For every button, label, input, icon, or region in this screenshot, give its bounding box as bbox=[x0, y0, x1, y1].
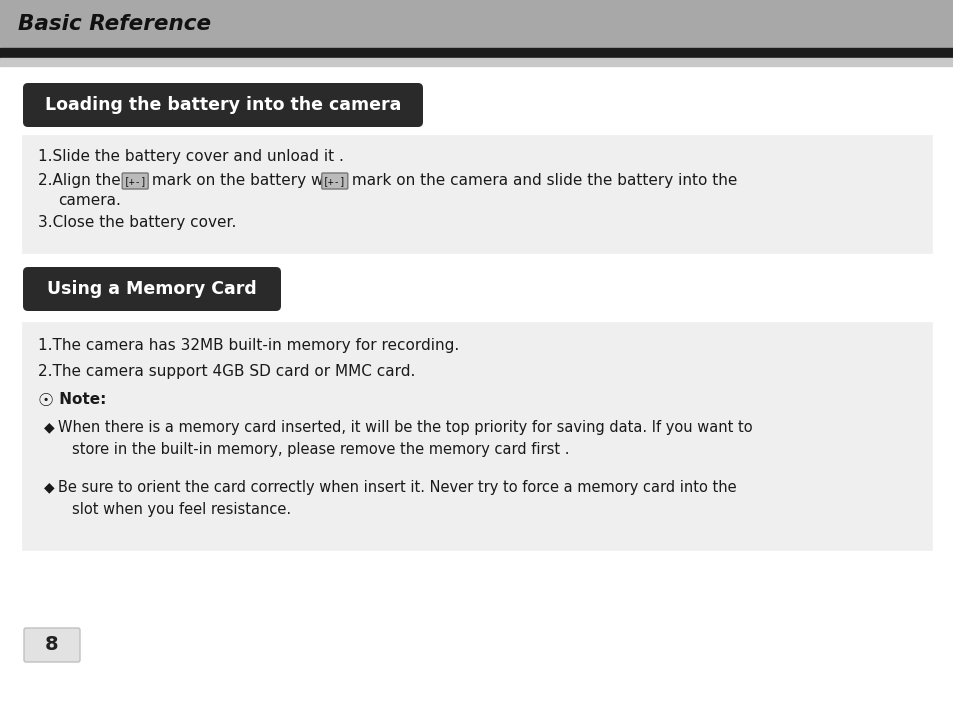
FancyBboxPatch shape bbox=[23, 83, 422, 127]
FancyBboxPatch shape bbox=[24, 628, 80, 662]
Text: 8: 8 bbox=[45, 635, 59, 654]
Text: Note:: Note: bbox=[54, 392, 107, 407]
Text: slot when you feel resistance.: slot when you feel resistance. bbox=[71, 502, 291, 517]
Text: 2.Align the: 2.Align the bbox=[38, 173, 126, 188]
Text: Using a Memory Card: Using a Memory Card bbox=[47, 280, 256, 298]
Text: [+-]: [+-] bbox=[323, 176, 346, 186]
FancyBboxPatch shape bbox=[23, 267, 281, 311]
Text: store in the built-in memory, please remove the memory card first .: store in the built-in memory, please rem… bbox=[71, 442, 569, 457]
Bar bbox=[0, 0, 953, 48]
Bar bbox=[0, 48, 953, 58]
FancyBboxPatch shape bbox=[122, 173, 148, 189]
Bar bbox=[0, 58, 953, 66]
Text: camera.: camera. bbox=[58, 193, 121, 208]
Text: Basic Reference: Basic Reference bbox=[18, 14, 211, 34]
Text: Be sure to orient the card correctly when insert it. Never try to force a memory: Be sure to orient the card correctly whe… bbox=[58, 480, 736, 495]
Text: mark on the battery with: mark on the battery with bbox=[147, 173, 348, 188]
Text: [+-]: [+-] bbox=[123, 176, 147, 186]
Text: ◆: ◆ bbox=[44, 480, 54, 494]
Text: mark on the camera and slide the battery into the: mark on the camera and slide the battery… bbox=[347, 173, 737, 188]
Text: 1.Slide the battery cover and unload it .: 1.Slide the battery cover and unload it … bbox=[38, 149, 343, 164]
Text: ☉: ☉ bbox=[38, 392, 54, 410]
FancyBboxPatch shape bbox=[321, 173, 348, 189]
Text: When there is a memory card inserted, it will be the top priority for saving dat: When there is a memory card inserted, it… bbox=[58, 420, 752, 435]
Text: Loading the battery into the camera: Loading the battery into the camera bbox=[45, 96, 401, 114]
Text: ◆: ◆ bbox=[44, 420, 54, 434]
Bar bbox=[22, 135, 931, 253]
Bar bbox=[22, 322, 931, 550]
Text: 3.Close the battery cover.: 3.Close the battery cover. bbox=[38, 215, 236, 230]
Text: 2.The camera support 4GB SD card or MMC card.: 2.The camera support 4GB SD card or MMC … bbox=[38, 364, 415, 379]
Text: 1.The camera has 32MB built-in memory for recording.: 1.The camera has 32MB built-in memory fo… bbox=[38, 338, 458, 353]
